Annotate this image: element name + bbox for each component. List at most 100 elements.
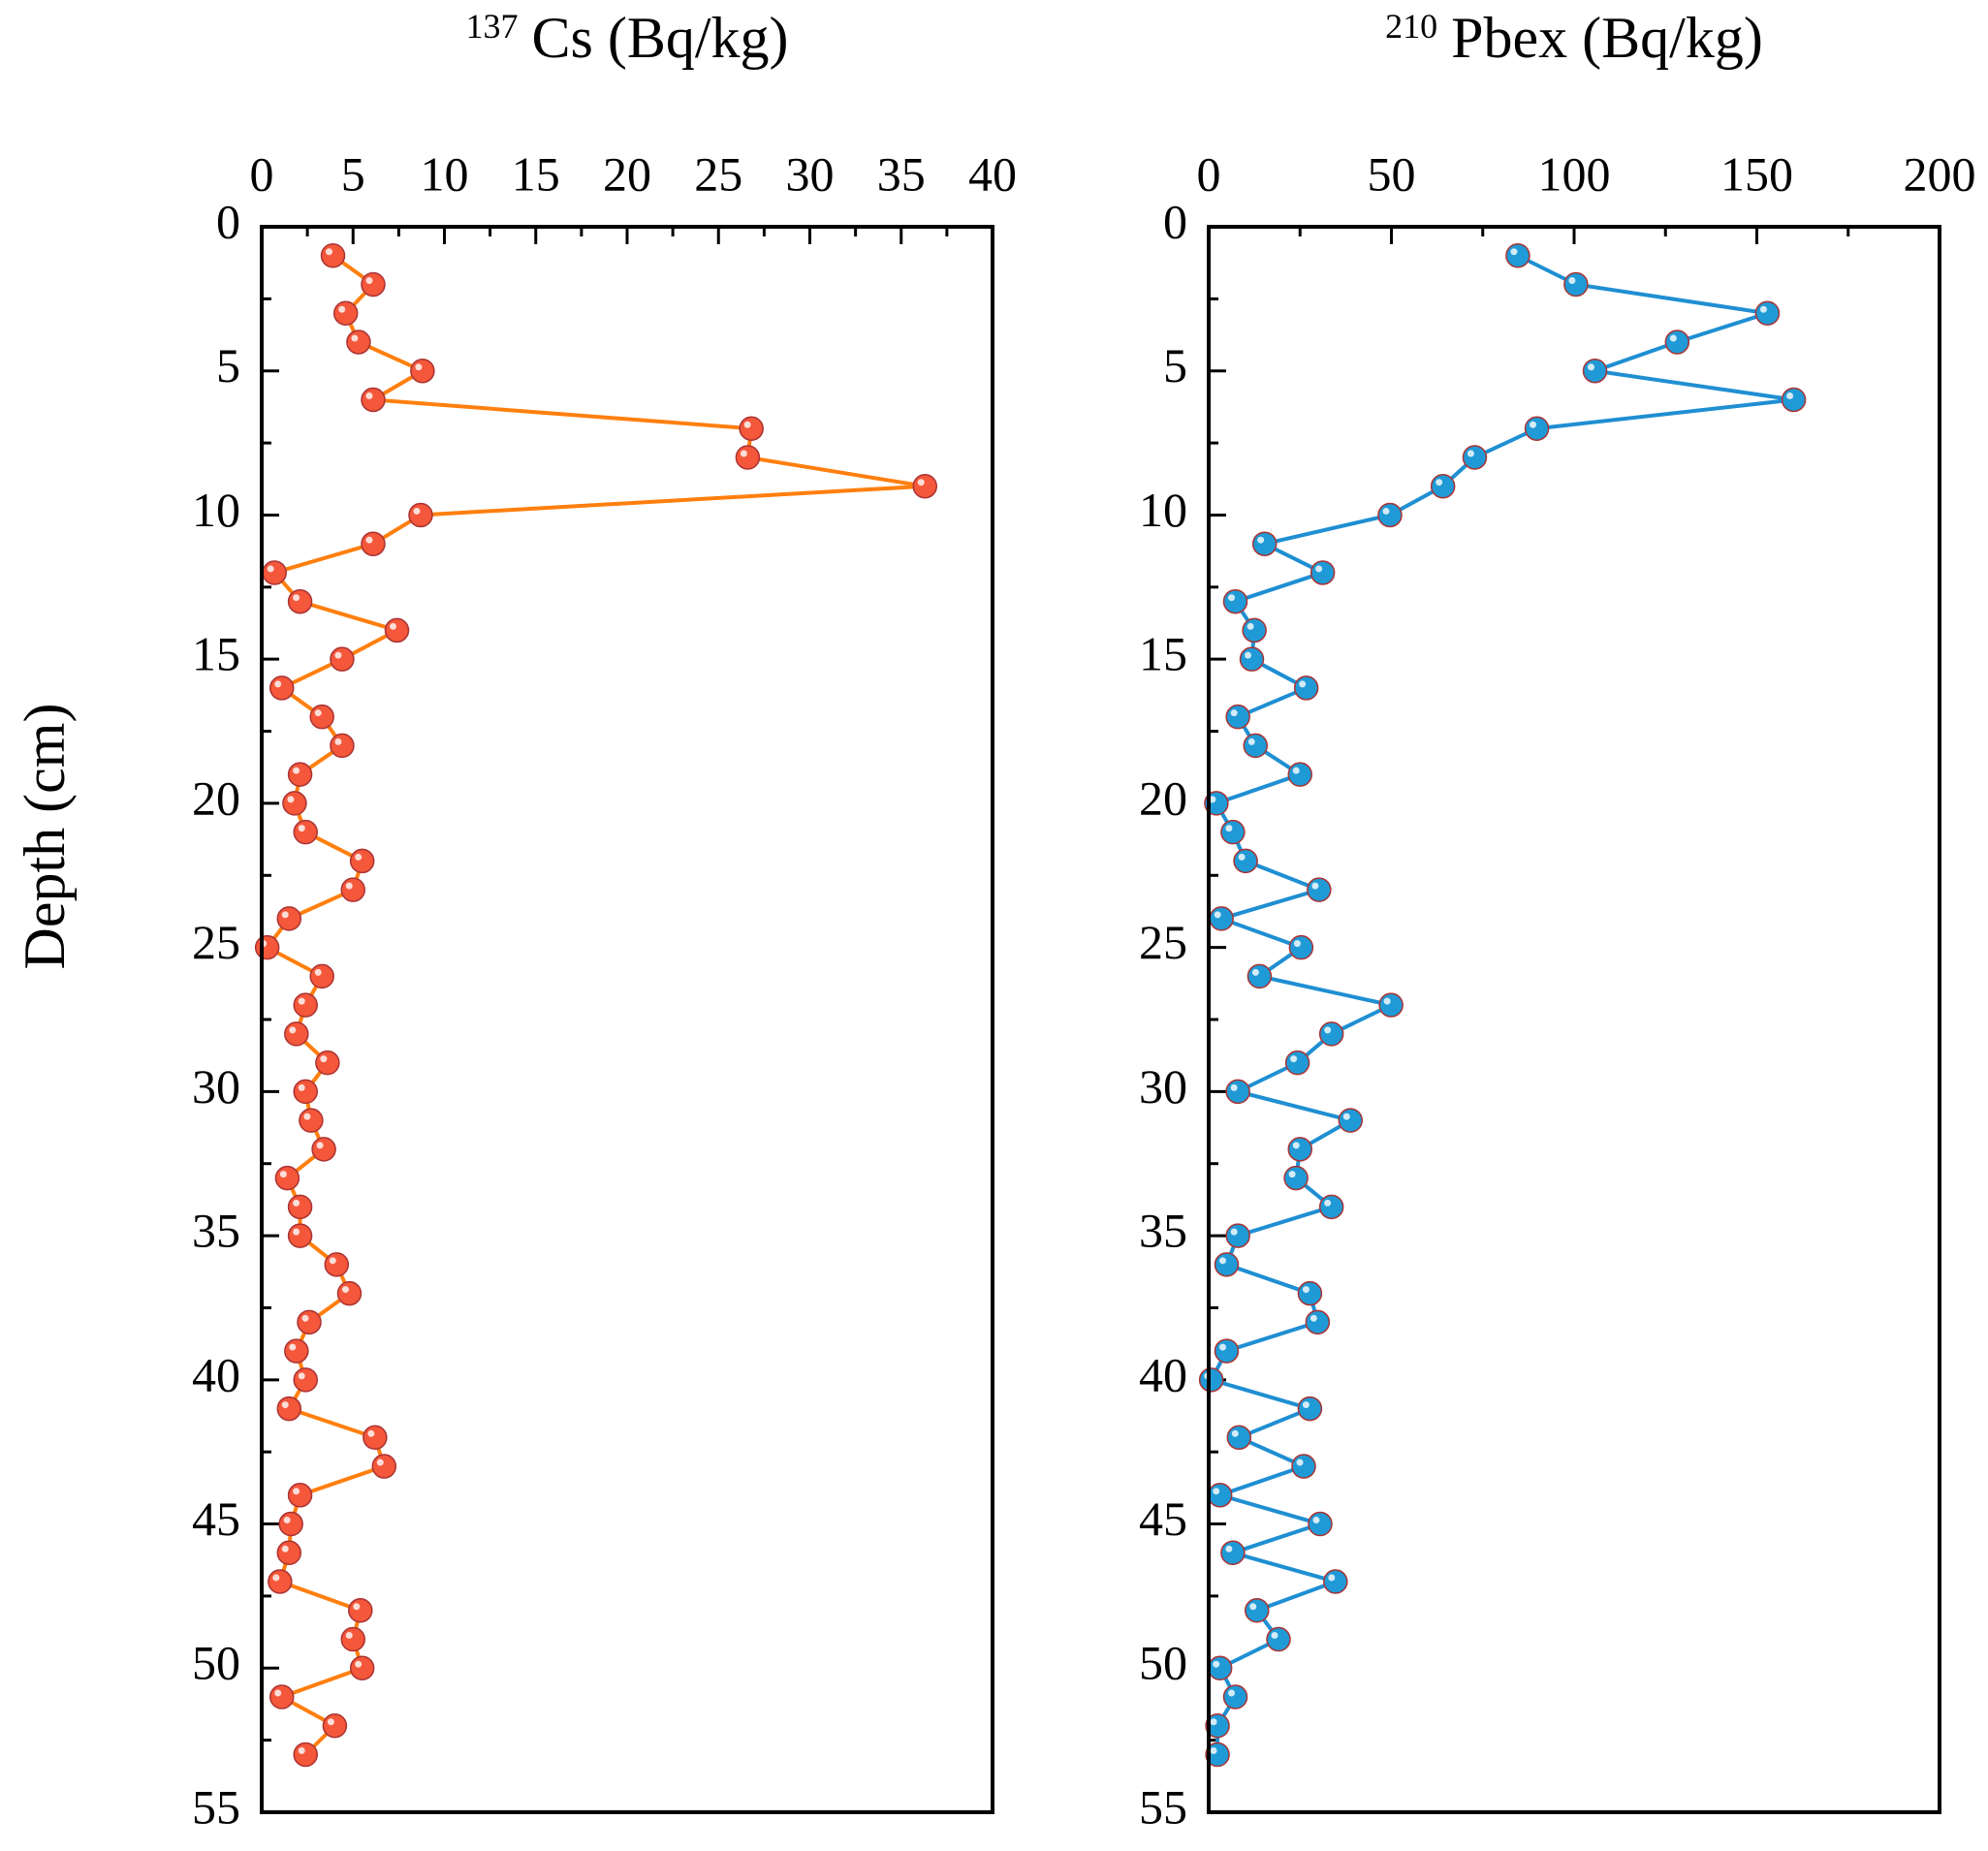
data-point — [1378, 992, 1404, 1018]
data-point — [309, 704, 334, 730]
data-point — [1297, 1280, 1323, 1306]
x-tick-label: 0 — [1197, 146, 1221, 201]
data-point — [912, 473, 938, 499]
data-point — [1754, 300, 1781, 326]
point-highlight — [413, 507, 421, 515]
point-highlight — [267, 565, 274, 573]
data-point — [1310, 560, 1336, 585]
point-highlight — [274, 1689, 282, 1697]
data-line — [1208, 253, 1794, 1755]
data-point — [410, 358, 435, 384]
point-highlight — [1218, 1257, 1226, 1265]
data-point — [1377, 502, 1403, 528]
point-highlight — [281, 1401, 289, 1409]
x-tick-label: 30 — [786, 146, 835, 201]
point-highlight — [1786, 392, 1794, 399]
data-point — [1239, 646, 1265, 672]
point-highlight — [329, 1257, 336, 1265]
point-highlight — [1251, 968, 1259, 976]
point-highlight — [1288, 1171, 1296, 1178]
data-point — [287, 762, 313, 787]
data-point — [330, 733, 355, 759]
point-highlight — [365, 536, 373, 544]
data-point — [1245, 1598, 1270, 1623]
point-highlight — [1271, 1632, 1278, 1640]
x-tick-label: 5 — [341, 146, 365, 201]
data-point — [276, 906, 302, 931]
data-point — [1284, 1050, 1310, 1076]
x-tick-label: 40 — [968, 146, 1017, 201]
y-tick-label: 10 — [192, 483, 240, 537]
point-highlight — [1230, 1228, 1238, 1236]
point-highlight — [1292, 767, 1300, 774]
point-highlight — [289, 1343, 297, 1351]
point-highlight — [1382, 507, 1390, 515]
data-point — [349, 848, 375, 874]
data-point — [1266, 1626, 1291, 1652]
point-highlight — [365, 276, 373, 284]
point-highlight — [334, 737, 342, 745]
data-point — [1209, 906, 1234, 931]
data-point — [1430, 473, 1456, 499]
plot-frame — [1207, 225, 1941, 1814]
point-highlight — [1225, 1545, 1233, 1553]
x-tick-label: 25 — [694, 146, 742, 201]
data-point — [293, 819, 318, 845]
title-superscript: 137 — [465, 7, 518, 46]
y-tick-label: 45 — [1139, 1491, 1187, 1546]
point-highlight — [287, 796, 295, 803]
point-highlight — [283, 1517, 291, 1524]
data-point — [268, 1569, 293, 1594]
point-highlight — [389, 622, 396, 630]
point-highlight — [367, 1429, 375, 1437]
point-highlight — [1214, 911, 1221, 919]
point-highlight — [1510, 248, 1518, 256]
point-highlight — [1315, 565, 1323, 573]
point-highlight — [1210, 1747, 1217, 1755]
point-highlight — [1228, 1689, 1236, 1697]
point-highlight — [279, 1171, 287, 1178]
data-point — [282, 791, 307, 816]
y-tick-label: 35 — [1139, 1204, 1187, 1258]
point-highlight — [1225, 825, 1233, 832]
data-point — [254, 934, 280, 960]
y-tick-label: 30 — [192, 1059, 240, 1114]
point-highlight — [1328, 1574, 1336, 1582]
data-point — [309, 963, 334, 989]
point-highlight — [320, 1055, 328, 1063]
data-point — [1207, 1483, 1233, 1508]
chart-title: 210 Pbex (Bq/kg) — [1385, 6, 1763, 70]
data-point — [268, 675, 295, 701]
data-point — [1214, 1252, 1240, 1277]
title-text: Pbex (Bq/kg) — [1451, 6, 1763, 70]
data-point — [1226, 1425, 1252, 1451]
data-point — [1214, 1338, 1240, 1364]
point-highlight — [345, 1632, 353, 1640]
y-tick-label: 50 — [1139, 1636, 1187, 1690]
point-highlight — [1249, 1603, 1257, 1611]
data-point — [1220, 1540, 1246, 1566]
data-point — [384, 617, 410, 643]
data-point — [287, 1194, 313, 1220]
point-highlight — [1290, 1055, 1298, 1063]
point-highlight — [301, 1314, 309, 1322]
point-highlight — [1218, 1343, 1226, 1351]
data-point — [1323, 1569, 1348, 1594]
data-point — [1505, 242, 1530, 268]
data-point — [284, 1021, 309, 1047]
y-tick-label: 40 — [192, 1347, 240, 1401]
y-tick-label: 10 — [1139, 483, 1187, 537]
point-highlight — [1292, 1142, 1300, 1149]
x-tick-label: 150 — [1720, 146, 1793, 201]
point-highlight — [1228, 594, 1236, 602]
data-point — [1305, 1309, 1331, 1335]
point-highlight — [1213, 1660, 1220, 1668]
data-point — [1318, 1194, 1344, 1220]
point-highlight — [1312, 1517, 1320, 1524]
plot-frame — [260, 225, 994, 1814]
point-highlight — [334, 651, 342, 659]
point-highlight — [293, 1199, 300, 1207]
y-tick-label: 40 — [1139, 1347, 1187, 1401]
data-point — [293, 1079, 318, 1105]
